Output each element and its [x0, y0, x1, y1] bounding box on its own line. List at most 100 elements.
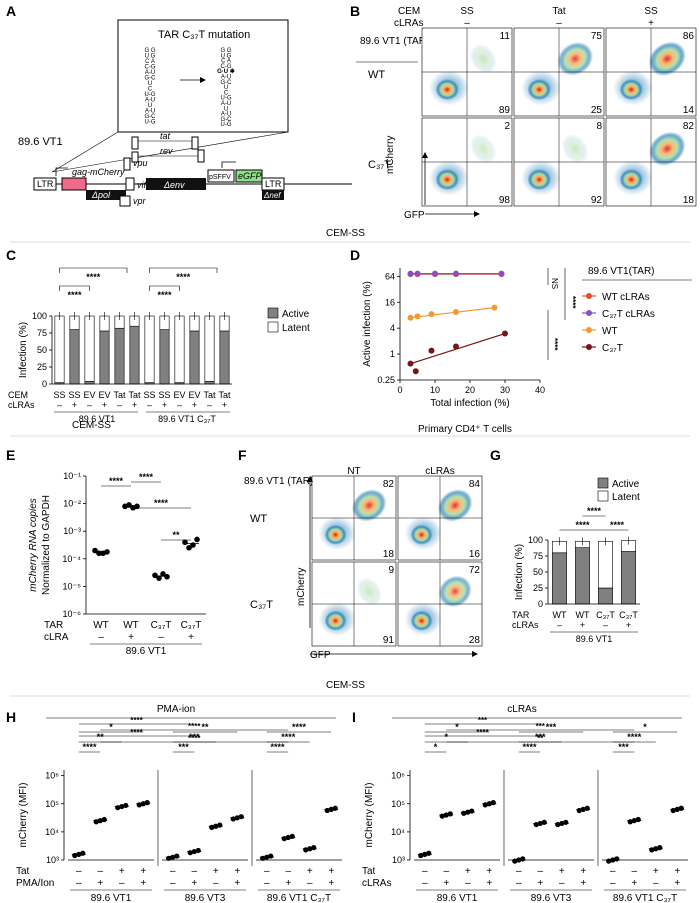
e-point [186, 544, 192, 551]
c-clra-label: – [117, 400, 122, 410]
c-clra-label: + [192, 400, 197, 410]
section-label-cem-ss-3: CEM-SS [326, 680, 365, 691]
i-y-tick-label: 10³ [392, 855, 405, 865]
zoom-line-right [51, 131, 289, 173]
f-column-name: NT [347, 466, 360, 477]
c-clra-label: – [147, 400, 152, 410]
g-category-label: WT [553, 610, 567, 620]
d-point [407, 360, 414, 367]
h-tat-label: – [285, 866, 291, 877]
stem-left-base: G-C [145, 114, 157, 120]
h-stim-label: – [76, 878, 82, 889]
h-point [195, 847, 201, 854]
h-stim-label: – [213, 878, 219, 889]
c-clra-label: – [207, 400, 212, 410]
i-cross-sig-label: **** [476, 728, 489, 737]
e-sig-label: ** [172, 530, 180, 540]
b-row-label: C₃₇T [368, 159, 391, 171]
c-legend-label: Latent [282, 323, 310, 334]
f-plot-population-active [438, 575, 472, 608]
g-sig-label: **** [610, 520, 625, 530]
g-bar-latent [598, 540, 613, 589]
c-bar-latent [144, 315, 155, 383]
b-plot-value-bottom: 25 [591, 105, 603, 116]
i-ylabel: mCherry (MFI) [364, 783, 375, 848]
c-clra-label: + [72, 400, 77, 410]
d-sig-label: NS [550, 278, 559, 289]
i-point [469, 808, 475, 814]
c-row-label: CEM [8, 390, 28, 400]
b-row-header: 89.6 VT1 (TAR) [360, 36, 429, 47]
d-point [453, 309, 459, 316]
c-sig-bracket [149, 267, 218, 273]
e-point [190, 542, 196, 548]
egfp-box [235, 169, 263, 183]
psffv-box [207, 169, 235, 183]
i-stim-label: + [486, 878, 492, 889]
tat-exon2 [191, 136, 199, 150]
rev-exon2 [197, 149, 205, 163]
b-flow-plots: WT 11 89 75 25 86 14 C₃₇T 2 98 8 92 82 18 [368, 27, 697, 207]
c-clra-label: – [57, 400, 62, 410]
panel-label-f: F [238, 447, 247, 463]
c-clra-label: – [87, 400, 92, 410]
g-clra-label: + [580, 620, 585, 630]
h-group-label: 89.6 VT3 [185, 893, 226, 903]
c-bar-active [129, 325, 140, 385]
pol-box [86, 190, 126, 200]
b-plot-value-bottom: 18 [683, 195, 695, 206]
b-column-clra: – [464, 18, 470, 29]
g-clra-label: – [557, 620, 562, 630]
d-point [453, 270, 459, 277]
i-sig-label: *** [546, 722, 557, 732]
ltr-left-box [33, 177, 57, 191]
e-point [92, 547, 98, 554]
h-tat-label: – [191, 866, 197, 877]
tar-mutation-box [117, 19, 289, 133]
i-sig-label: **** [627, 732, 642, 742]
d-legend-label: C₃₇T [602, 343, 623, 354]
i-stim-label: + [631, 878, 637, 889]
panel-d-chart: 0.25 1 4 16 64 0 10 20 30 40 Total infection (%) Ac… [362, 266, 692, 409]
f-x-arrowhead [472, 651, 478, 657]
h-stim-label: + [97, 878, 103, 889]
stem-right-base: U-G [221, 96, 232, 102]
f-row-header: 89.6 VT1 (TAR) [244, 476, 313, 487]
d-point [407, 270, 414, 277]
c-legend-swatch [267, 321, 279, 333]
e-sig-label: **** [139, 472, 154, 482]
i-point [520, 856, 526, 862]
i-tat-label: + [486, 866, 492, 877]
c-y-tick-label: 25 [37, 362, 47, 372]
b-row-label: WT [368, 69, 385, 81]
d-sig-label: **** [550, 338, 559, 351]
f-row-label: WT [250, 513, 267, 525]
e-clra-label: + [188, 632, 194, 643]
b-plot-population-negative [527, 169, 551, 191]
e-sig-label: **** [109, 476, 124, 486]
d-point [491, 304, 498, 311]
i-point [635, 816, 641, 823]
i-cross-sig-label: *** [536, 722, 546, 731]
h-stim-label: + [140, 878, 146, 889]
stem-right-base: A-U [221, 101, 231, 107]
c-legend-swatch [267, 307, 279, 319]
f-plot-population-active [437, 489, 473, 522]
zoom-line-left [51, 131, 119, 173]
i-point [426, 850, 432, 856]
c-bar-active [84, 380, 95, 385]
i-tat-label: – [537, 866, 543, 877]
i-y-tick-label: 10⁴ [391, 827, 405, 837]
h-point [123, 802, 129, 809]
h-tat-label: – [76, 866, 82, 877]
h-tat-label: + [213, 866, 219, 877]
i-sig-label: * [643, 722, 647, 732]
b-plot-population-negative [435, 169, 459, 191]
f-plot-value-top: 82 [383, 479, 395, 490]
ltr-right-label: LTR [265, 179, 282, 189]
g-legend-label: Latent [612, 492, 640, 503]
e-y-tick-label: 10⁻¹ [63, 471, 81, 481]
h-tat-label: – [264, 866, 270, 877]
env-box [146, 178, 206, 190]
